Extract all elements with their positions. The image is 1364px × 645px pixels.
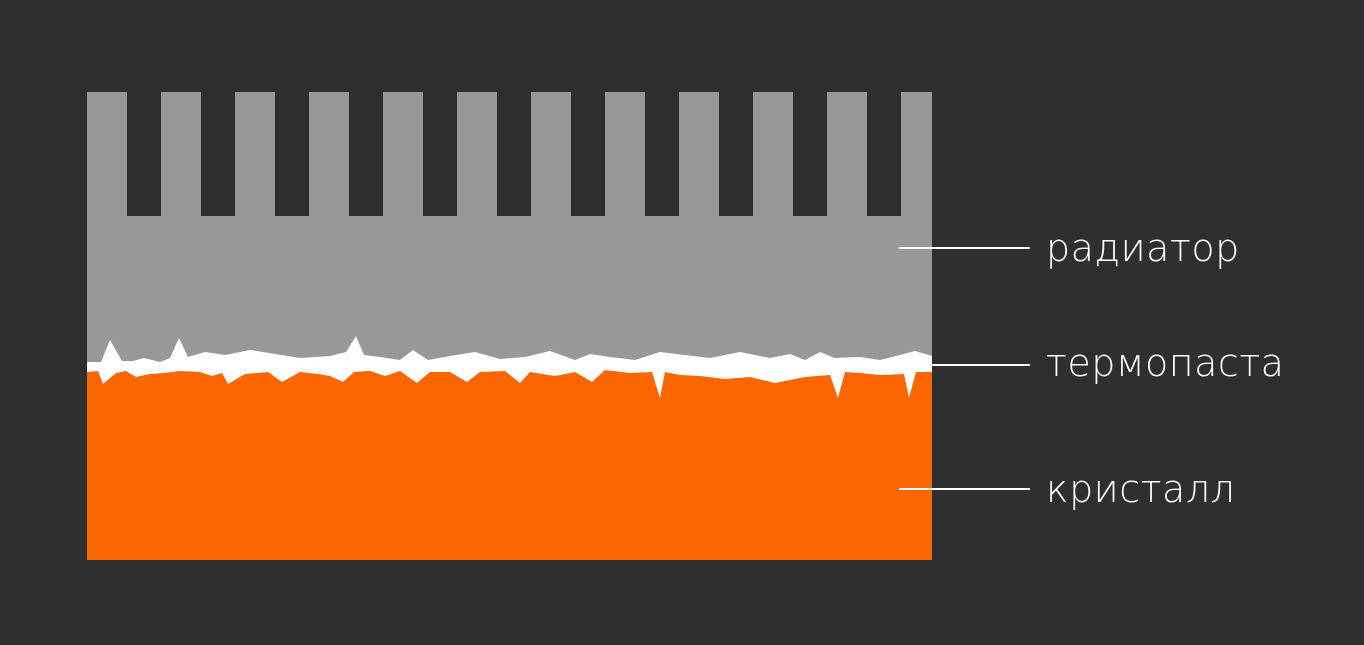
crystal-body [87,366,932,560]
thermal-paste-label: термопаста [1046,341,1285,385]
thermal-paste-layer [87,336,932,398]
crystal-label: кристалл [1046,467,1236,511]
radiator-label: радиатор [1046,226,1240,270]
radiator-body [87,92,932,372]
